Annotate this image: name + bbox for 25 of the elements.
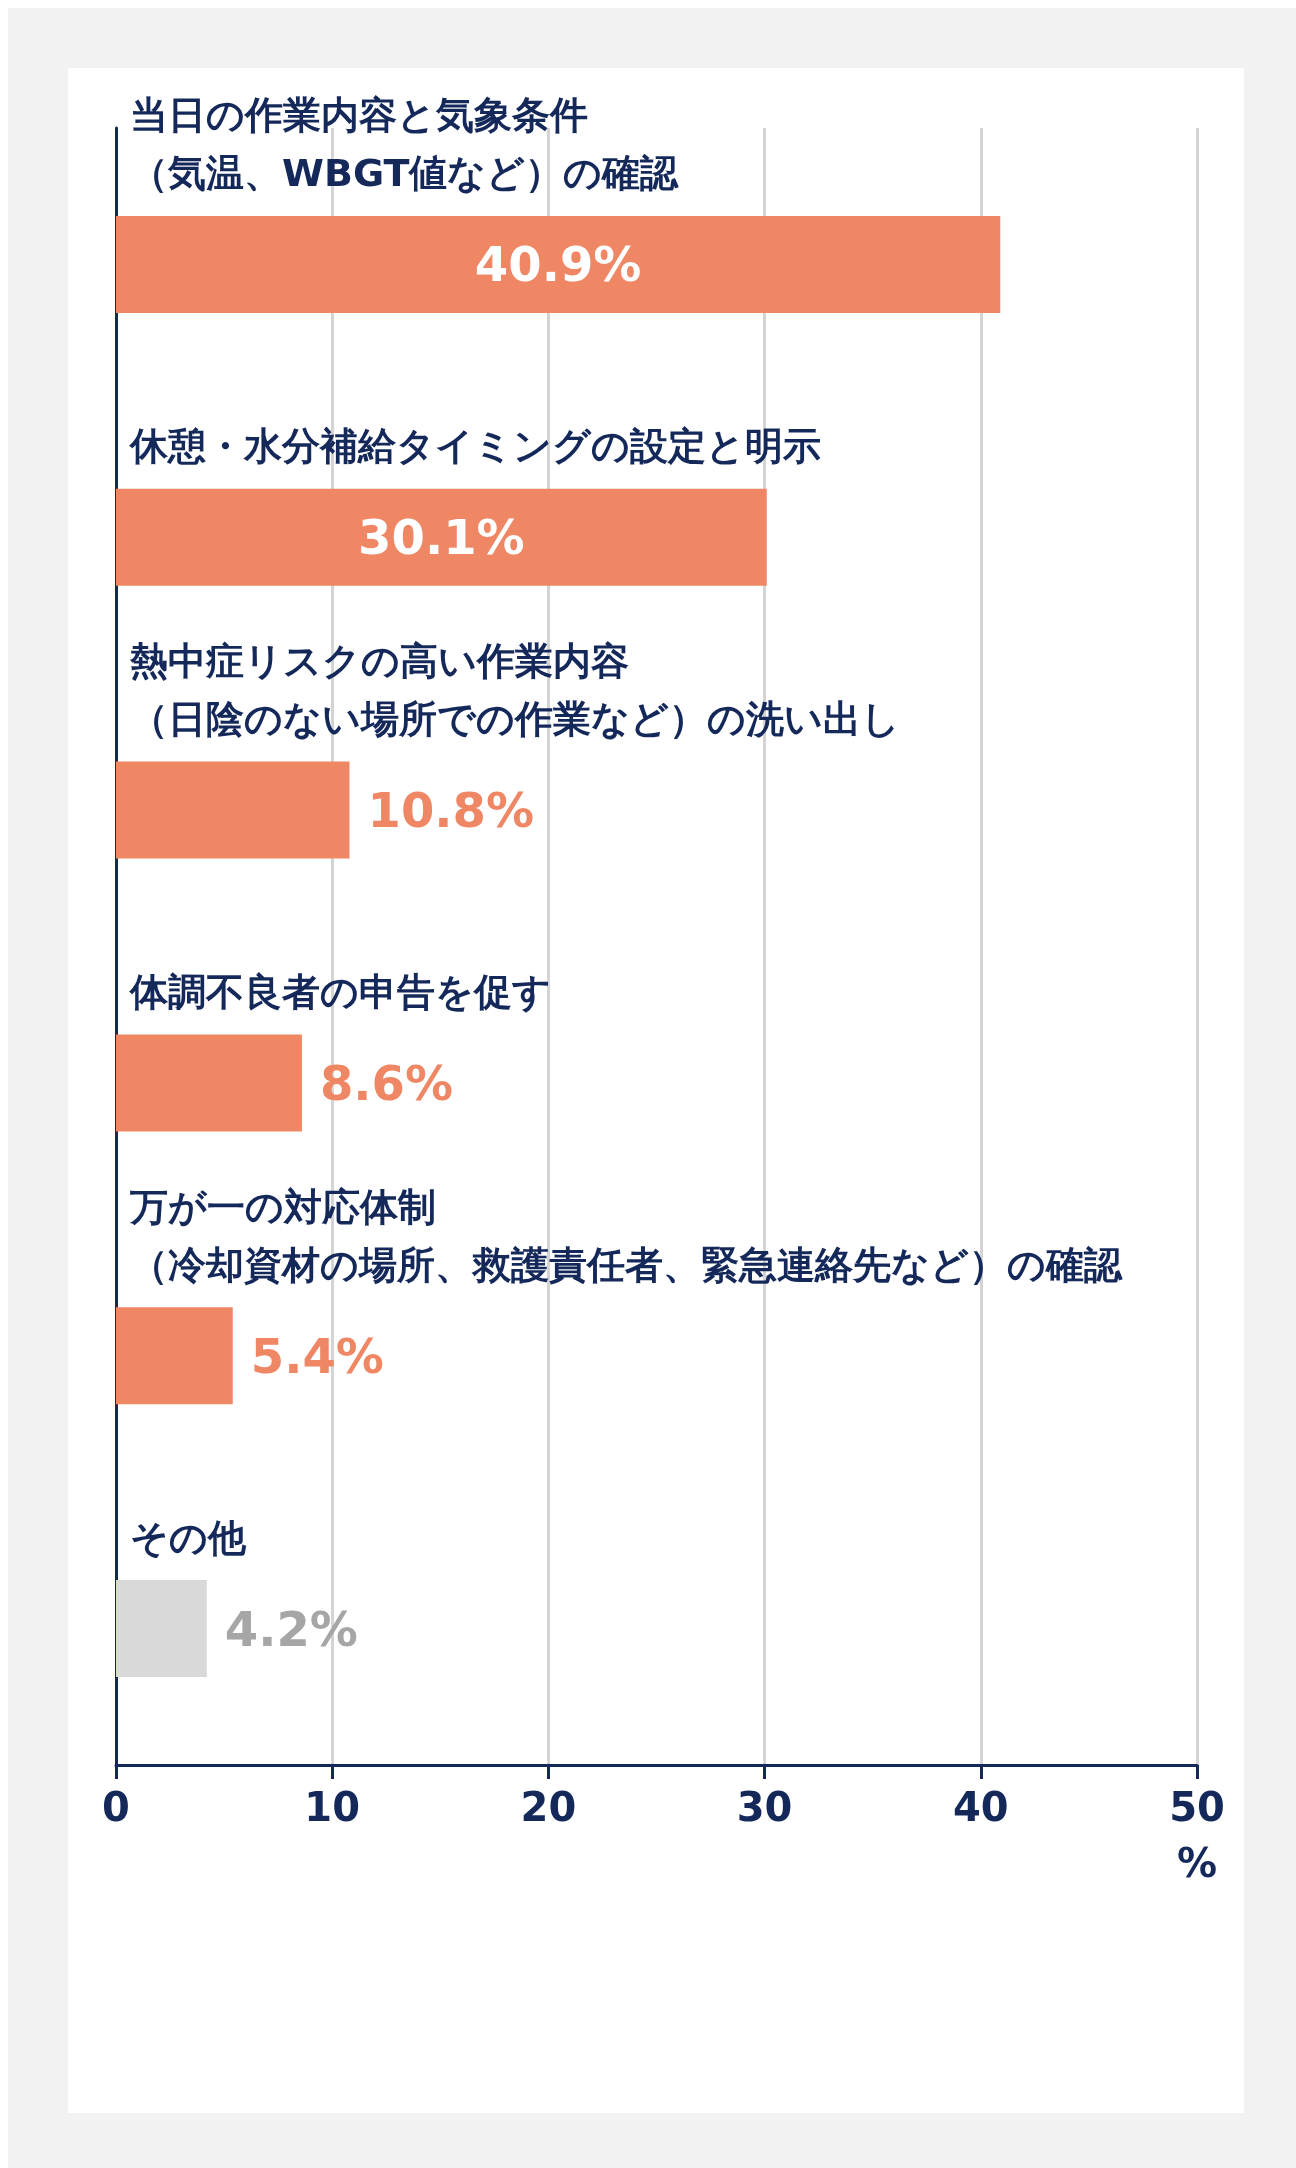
- x-tick-label: 40: [952, 1784, 1009, 1830]
- y-tick-label: 体調不良者の申告を促す: [128, 969, 551, 1014]
- bar: [116, 1034, 302, 1132]
- bar: [116, 761, 350, 859]
- data-label: 30.1%: [358, 509, 525, 566]
- bar: [116, 488, 767, 586]
- data-label: 40.9%: [474, 236, 642, 293]
- x-tick-label: 0: [102, 1784, 130, 1830]
- x-tick-label: 10: [304, 1784, 361, 1830]
- y-tick-label: 万が一の対応体制（冷却資材の場所、救護責任者、緊急連絡先など）の確認: [129, 1184, 1123, 1287]
- x-tick-label: 50: [1169, 1784, 1225, 1830]
- y-tick-label: 熱中症リスクの高い作業内容（日陰のない場所での作業など）の洗い出し: [129, 639, 900, 742]
- data-label: 8.6%: [319, 1054, 454, 1111]
- bar: [116, 215, 1001, 313]
- bar: [116, 1580, 207, 1678]
- x-tick-label: 20: [520, 1784, 577, 1830]
- bar: [116, 1307, 233, 1405]
- y-tick-label: 休憩・水分補給タイミングの設定と明示: [128, 424, 821, 469]
- data-label: 10.8%: [367, 782, 535, 839]
- x-tick-label: 30: [736, 1784, 793, 1830]
- y-tick-label: その他: [130, 1515, 247, 1560]
- y-tick-label: 当日の作業内容と気象条件（気温、WBGT値など）の確認: [130, 93, 680, 196]
- data-label: 5.4%: [250, 1327, 384, 1384]
- data-label: 4.2%: [224, 1600, 358, 1657]
- x-axis-title: %: [1176, 1840, 1218, 1886]
